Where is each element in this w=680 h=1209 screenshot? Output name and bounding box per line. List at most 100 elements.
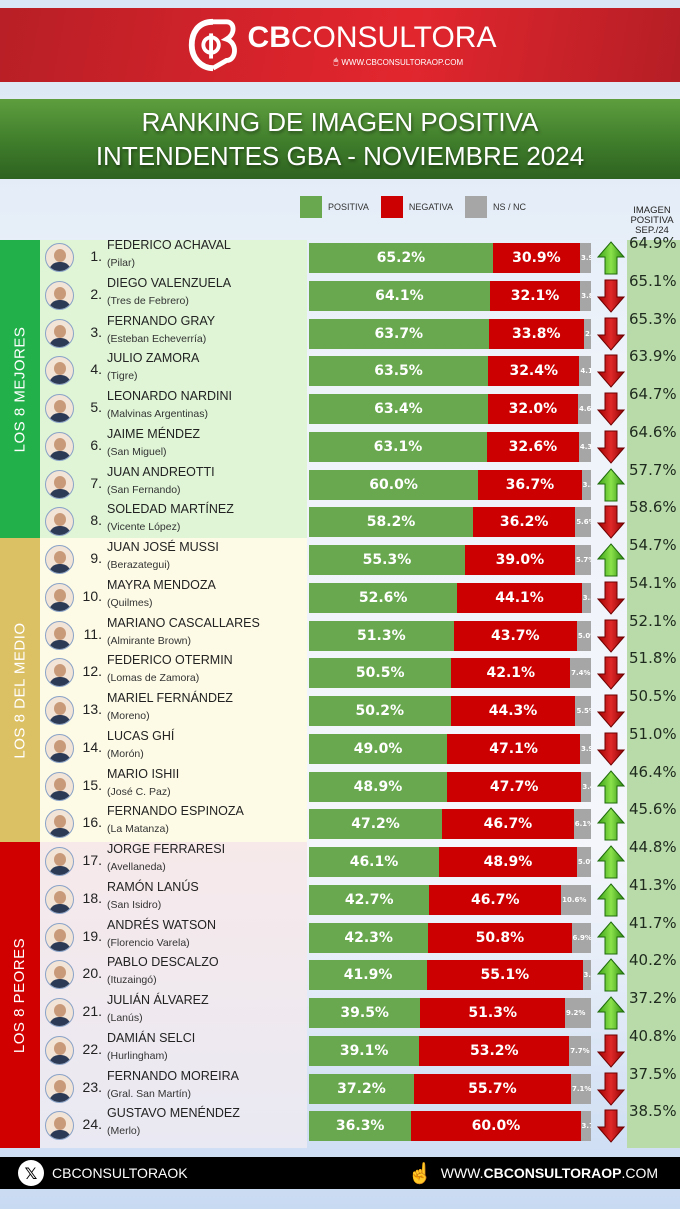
ranking-row: 22. DAMIÁN SELCI (Hurlingham) 39.1% 53.2% 7.7… [0, 1027, 680, 1069]
title-line-1: RANKING DE IMAGEN POSITIVA [141, 107, 539, 137]
footer-social[interactable]: 𝕏 CBCONSULTORAOK [18, 1160, 188, 1186]
bar-segment-nsnc: 4.1% [579, 356, 591, 386]
avatar [45, 1074, 74, 1103]
brand-light: CONSULTORA [290, 21, 497, 54]
bar-segment-negativa: 33.8% [488, 319, 584, 349]
avatar [45, 847, 74, 876]
arrow-down-icon [596, 354, 626, 388]
ranking-row: 16. FERNANDO ESPINOZA (La Matanza) 47.2% 46.… [0, 800, 680, 842]
bar-segment-nsnc: 3.0% [582, 960, 591, 990]
bar-segment-nsnc: 6.1% [573, 809, 591, 839]
bar-segment-negativa: 47.7% [446, 772, 582, 802]
mayor-name: JUAN ANDREOTTI [107, 465, 215, 479]
bar-segment-nsnc: 4.6% [578, 394, 591, 424]
rank-number: 12. [82, 663, 102, 679]
rank-number: 13. [82, 701, 102, 717]
avatar [45, 394, 74, 423]
bar-segment-nsnc: 3.4% [581, 772, 591, 802]
previous-value: 54.1% [629, 574, 677, 592]
bar-segment-nsnc: 6.9% [571, 923, 591, 953]
stacked-bar: 42.3% 50.8% 6.9% [309, 923, 591, 953]
district-name: (San Miguel) [107, 446, 167, 458]
district-name: (San Fernando) [107, 484, 181, 496]
rank-number: 4. [90, 361, 102, 377]
rank-number: 20. [82, 965, 102, 981]
avatar [45, 621, 74, 650]
district-name: (Merlo) [107, 1125, 141, 1137]
arrow-up-icon [596, 770, 626, 804]
bar-segment-positiva: 60.0% [309, 470, 479, 500]
rank-number: 15. [82, 777, 102, 793]
bar-segment-positiva: 50.5% [309, 658, 452, 688]
stacked-bar: 42.7% 46.7% 10.6% [309, 885, 591, 915]
ranking-row: 8. SOLEDAD MARTÍNEZ (Vicente López) 58.2% 36… [0, 498, 680, 540]
previous-value: 45.6% [629, 800, 677, 818]
avatar [45, 470, 74, 499]
mayor-name: FERNANDO MOREIRA [107, 1069, 239, 1083]
header-url[interactable]: 🖱 WWW.CBCONSULTORAOP.COM [334, 57, 464, 67]
bar-segment-positiva: 58.2% [309, 507, 474, 537]
x-logo-icon: 𝕏 [18, 1160, 44, 1186]
cb-logo-icon [188, 18, 237, 72]
rank-number: 9. [90, 550, 102, 566]
ranking-row: 21. JULIÁN ÁLVAREZ (Lanús) 39.5% 51.3% 9.2% 37… [0, 989, 680, 1031]
bar-segment-negativa: 55.7% [413, 1074, 571, 1104]
arrow-up-icon [596, 996, 626, 1030]
group-bg-mejores [40, 240, 307, 538]
mayor-name: DIEGO VALENZUELA [107, 276, 232, 290]
previous-value: 57.7% [629, 461, 677, 479]
bar-segment-nsnc: 7.1% [570, 1074, 591, 1104]
arrow-down-icon [596, 656, 626, 690]
bar-segment-positiva: 37.2% [309, 1074, 414, 1104]
header-url-text: WWW.CBCONSULTORAOP.COM [341, 57, 464, 67]
stacked-bar: 63.7%33.8%2.5% [309, 319, 591, 349]
bar-segment-negativa: 43.7% [453, 621, 577, 651]
district-name: (Almirante Brown) [107, 635, 192, 647]
footer-url: WWW.CBCONSULTORAOP.COM [440, 1165, 658, 1181]
previous-value: 51.8% [629, 649, 677, 667]
bar-segment-negativa: 53.2% [419, 1036, 570, 1066]
stacked-bar: 50.2%44.3%5.5% [309, 696, 591, 726]
district-name: (Lanús) [107, 1012, 143, 1024]
rank-number: 2. [90, 286, 102, 302]
footer-website[interactable]: ☝ WWW.CBCONSULTORAOP.COM [408, 1161, 658, 1186]
avatar [45, 960, 74, 989]
stacked-bar: 46.1%48.9%5.0% [309, 847, 591, 877]
avatar [45, 507, 74, 536]
stacked-bar: 55.3%39.0%5.7% [309, 545, 591, 575]
ranking-row: 3. FERNANDO GRAY (Esteban Echeverría) 63.7%… [0, 310, 680, 352]
rank-number: 22. [82, 1041, 102, 1057]
bar-segment-negativa: 32.4% [488, 356, 580, 386]
arrow-down-icon [596, 619, 626, 653]
brand-bold: CB [247, 21, 291, 54]
bar-segment-negativa: 46.7% [442, 809, 574, 839]
avatar [45, 281, 74, 310]
bar-segment-negativa: 36.7% [478, 470, 582, 500]
group-tab-medio: LOS 8 DEL MEDIO [0, 538, 40, 842]
bar-segment-positiva: 50.2% [309, 696, 451, 726]
bar-segment-negativa: 48.9% [439, 847, 577, 877]
district-name: (Berazategui) [107, 559, 171, 571]
group-tab-mejores: LOS 8 MEJORES [0, 240, 40, 538]
ranking-row: 24. GUSTAVO MENÉNDEZ (Merlo) 36.3%60.0%3.7%… [0, 1102, 680, 1144]
mayor-name: ANDRÉS WATSON [107, 918, 217, 932]
legend-label-positiva: POSITIVA [328, 202, 369, 212]
ranking-row: 18. RAMÓN LANÚS (San Isidro) 42.7% 46.7% 10.6… [0, 876, 680, 918]
arrow-down-icon [596, 317, 626, 351]
arrow-up-icon [596, 241, 626, 275]
bar-segment-negativa: 32.1% [489, 281, 581, 311]
bar-segment-nsnc: 3.9% [579, 734, 591, 764]
bar-segment-nsnc: 5.0% [576, 847, 591, 877]
ranking-row: 13. MARIEL FERNÁNDEZ (Moreno) 50.2% 44.3% 5.5… [0, 687, 680, 729]
title-line-2: INTENDENTES GBA - NOVIEMBRE 2024 [95, 141, 585, 171]
ranking-row: 17. JORGE FERRARESI (Avellaneda) 46.1% 48.9%… [0, 838, 680, 880]
mayor-name: JULIÁN ÁLVAREZ [107, 993, 209, 1007]
mayor-name: SOLEDAD MARTÍNEZ [107, 502, 234, 516]
bar-segment-positiva: 39.5% [309, 998, 421, 1028]
bar-segment-positiva: 52.6% [309, 583, 458, 613]
previous-value: 65.1% [629, 272, 677, 290]
mayor-name: MAYRA MENDOZA [107, 578, 216, 592]
bar-segment-positiva: 63.4% [309, 394, 488, 424]
bar-segment-negativa: 60.0% [411, 1111, 581, 1141]
previous-value: 63.9% [629, 347, 677, 365]
